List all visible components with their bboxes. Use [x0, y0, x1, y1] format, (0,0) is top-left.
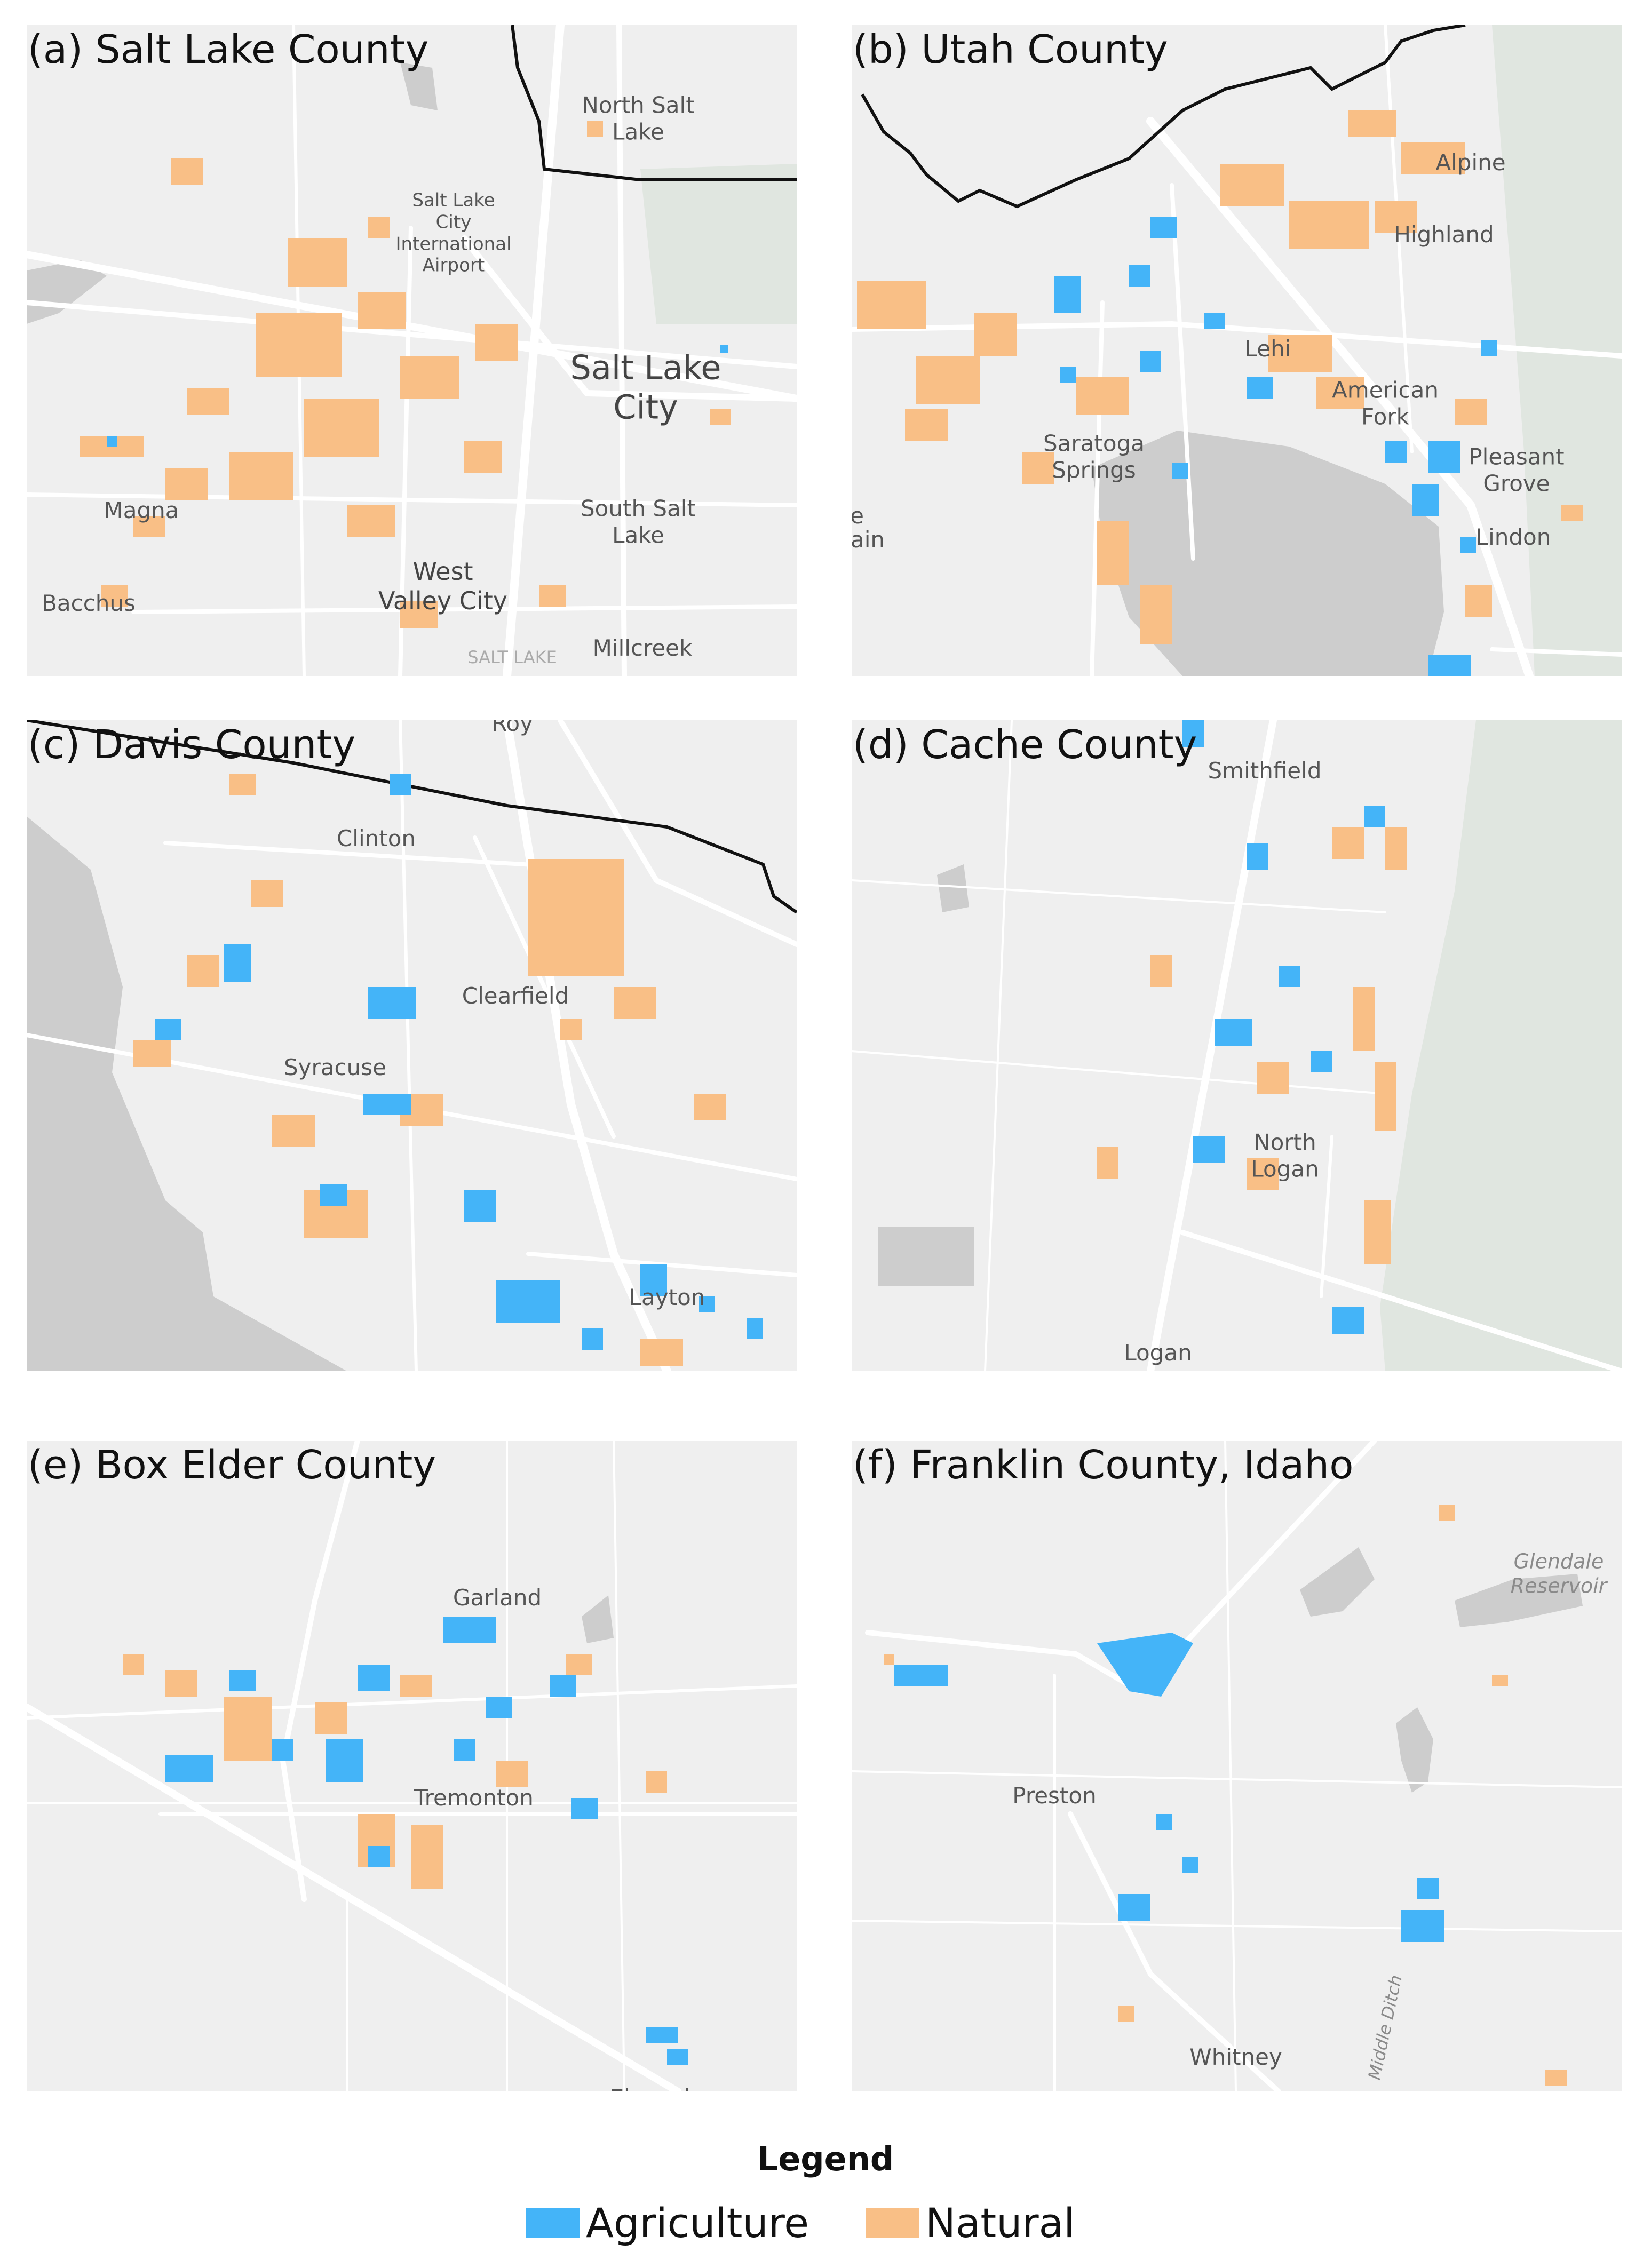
wasatch-forest [640, 164, 797, 324]
panel-title-cache: (d) Cache County [853, 722, 1197, 768]
panel-title-salt-lake: (a) Salt Lake County [28, 27, 429, 73]
agriculture-patches [1054, 217, 1497, 676]
pond-water [1300, 1547, 1375, 1617]
place-whitney: Whitney [1189, 2043, 1282, 2070]
legend-title: Legend [757, 2139, 894, 2178]
map-davis [27, 720, 797, 1371]
legend-label-natural: Natural [925, 2199, 1075, 2247]
place-bacchus: Bacchus [42, 590, 136, 616]
wasatch-forest [1380, 720, 1622, 1371]
legend: Agriculture Natural [0, 2199, 1651, 2247]
agriculture-patches [155, 774, 763, 1350]
place-north-logan: North Logan [1251, 1129, 1319, 1182]
natural-land-patches [123, 1654, 667, 1889]
map-panel-utah: (b) Utah County Alpine Highland Lehi Ame… [852, 25, 1622, 676]
place-south-salt-lake: South Salt Lake [581, 495, 696, 548]
county-boundary-line [511, 25, 797, 181]
place-glendale-reservoir: Glendale Reservoir [1510, 1549, 1607, 1597]
agriculture-patches [1182, 720, 1385, 1334]
utah-lake-water [1092, 431, 1444, 676]
place-highland: Highland [1394, 221, 1494, 248]
county-boundary-line [27, 720, 797, 914]
legend-swatch-natural [866, 2208, 919, 2238]
panel-title-box-elder: (e) Box Elder County [28, 1442, 436, 1488]
map-cache [852, 720, 1622, 1371]
place-pleasant-grove: Pleasant Grove [1469, 443, 1565, 497]
place-garland: Garland [453, 1584, 542, 1611]
natural-land-patches [857, 110, 1583, 644]
panel-title-utah: (b) Utah County [853, 27, 1168, 73]
place-preston: Preston [1012, 1782, 1097, 1809]
place-syracuse: Syracuse [284, 1054, 386, 1080]
place-edge-e: e [852, 502, 864, 529]
place-saratoga-springs: Saratoga Springs [1043, 430, 1145, 483]
place-salt-lake-city: Salt Lake City [570, 348, 721, 427]
pond-water [937, 864, 969, 912]
place-alpine: Alpine [1435, 149, 1506, 176]
panel-title-franklin: (f) Franklin County, Idaho [853, 1442, 1354, 1488]
pond-water [582, 1595, 614, 1643]
place-lehi: Lehi [1244, 335, 1291, 362]
map-panel-franklin: (f) Franklin County, Idaho Glendale Rese… [852, 1441, 1622, 2091]
reservoir-water [1455, 1574, 1583, 1627]
map-franklin [852, 1441, 1622, 2091]
roads [27, 1441, 797, 2091]
pond-water [1396, 1707, 1433, 1793]
map-panel-davis: (c) Davis County Roy Clinton Clearfield … [27, 720, 797, 1371]
place-slc-airport: Salt Lake City International Airport [395, 189, 512, 276]
map-utah [852, 25, 1622, 676]
roads [852, 1441, 1622, 2091]
place-west-valley-city: West Valley City [378, 556, 507, 615]
agriculture-patches [894, 1633, 1444, 1942]
place-lindon: Lindon [1475, 523, 1551, 550]
place-clinton: Clinton [336, 825, 416, 852]
agriculture-patches [165, 1617, 688, 2065]
place-elwood: Elwood [610, 2084, 690, 2091]
map-panel-salt-lake: (a) Salt Lake County North Salt Lake Sal… [27, 25, 797, 676]
roads [852, 720, 1622, 1371]
great-salt-lake-water [27, 260, 107, 324]
legend-swatch-agriculture [526, 2208, 580, 2238]
place-clearfield: Clearfield [462, 982, 569, 1009]
place-millcreek: Millcreek [592, 634, 693, 661]
place-north-salt-lake: North Salt Lake [582, 92, 695, 145]
roads [852, 25, 1622, 676]
place-logan: Logan [1124, 1339, 1192, 1366]
great-salt-lake-water [27, 816, 347, 1371]
map-box-elder [27, 1441, 797, 2091]
place-smithfield: Smithfield [1208, 757, 1322, 784]
map-panel-cache: (d) Cache County Smithfield North Logan … [852, 720, 1622, 1371]
place-magna: Magna [104, 497, 179, 523]
natural-land-patches [1097, 827, 1407, 1264]
place-tremonton: Tremonton [414, 1784, 534, 1811]
pond-water [400, 62, 438, 110]
natural-land-patches [884, 1505, 1567, 2086]
place-american-fork: American Fork [1332, 377, 1439, 430]
map-panel-box-elder: (e) Box Elder County Garland Tremonton E… [27, 1441, 797, 2091]
natural-land-patches [133, 774, 726, 1366]
reservoir-water [878, 1227, 974, 1286]
place-edge-ain: ain [852, 526, 885, 553]
map-salt-lake [27, 25, 797, 676]
agriculture-patches [107, 345, 728, 447]
panel-title-davis: (c) Davis County [28, 722, 356, 768]
legend-label-agriculture: Agriculture [586, 2199, 809, 2247]
place-salt-lake-label: SALT LAKE [467, 647, 557, 667]
natural-land-patches [80, 121, 731, 628]
county-boundary-line [861, 25, 1466, 209]
place-roy: Roy [491, 720, 533, 736]
place-layton: Layton [629, 1284, 705, 1310]
